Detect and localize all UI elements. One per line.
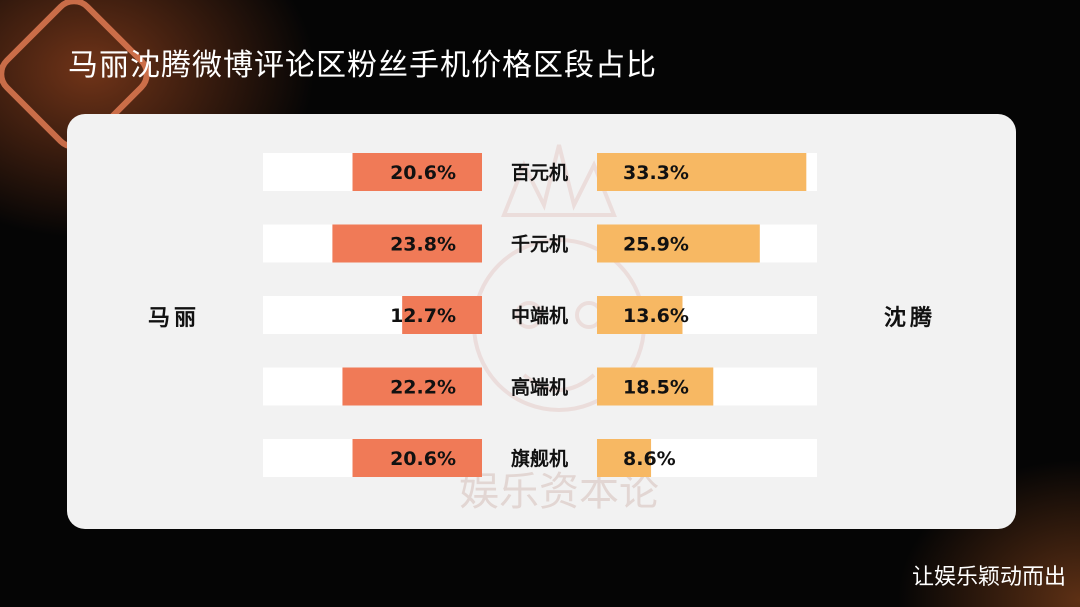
bar-right <box>597 367 714 406</box>
bar-left <box>402 296 482 334</box>
bar-left <box>342 367 482 406</box>
bar-right <box>597 153 807 191</box>
data-label-left: 23.8% <box>390 234 456 256</box>
page-title: 马丽沈腾微博评论区粉丝手机价格区段占比 <box>68 48 657 83</box>
data-label-right: 13.6% <box>623 305 689 327</box>
footer-slogan: 让娱乐颖动而出 <box>911 565 1066 590</box>
chart-panel <box>67 114 1016 529</box>
category-label: 旗舰机 <box>511 447 568 470</box>
legend-label-right: 沈腾 <box>884 306 937 331</box>
bar-left <box>352 439 482 477</box>
data-label-right: 8.6% <box>623 448 676 470</box>
data-label-left: 20.6% <box>390 448 456 470</box>
data-label-left: 20.6% <box>390 162 456 184</box>
category-label: 高端机 <box>511 376 568 399</box>
bar-right <box>597 296 683 334</box>
category-label: 中端机 <box>511 304 568 327</box>
bar-left <box>352 153 482 191</box>
data-label-left: 12.7% <box>390 305 456 327</box>
bar-left <box>332 224 482 263</box>
category-label: 千元机 <box>511 234 568 256</box>
data-label-right: 33.3% <box>623 162 689 184</box>
data-label-right: 18.5% <box>623 377 689 399</box>
data-label-left: 22.2% <box>390 377 456 399</box>
legend-label-left: 马丽 <box>148 306 201 331</box>
bar-right <box>597 224 760 263</box>
data-label-right: 25.9% <box>623 234 689 256</box>
category-label: 百元机 <box>511 162 568 184</box>
bar-right <box>597 439 652 477</box>
